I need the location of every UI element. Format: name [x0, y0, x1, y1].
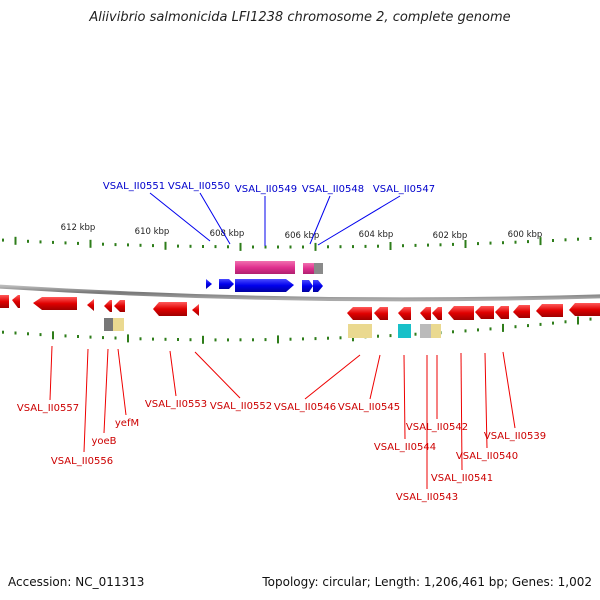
gene-arrow-reverse[interactable] [33, 297, 77, 310]
lower-tick-row [2, 316, 592, 344]
label-leader-line [117, 348, 127, 416]
misc-feature[interactable] [398, 324, 411, 338]
gene-label-forward[interactable]: VSAL_II0547 [373, 184, 435, 195]
label-leader-line [304, 354, 361, 400]
label-leader-line [460, 352, 463, 471]
gene-arrow-reverse[interactable] [87, 299, 94, 311]
gene-label-reverse[interactable]: yoeB [91, 436, 116, 447]
gene-arrow-reverse[interactable] [398, 307, 411, 320]
accession-text: Accession: NC_011313 [8, 575, 145, 589]
reverse-strand-genes [0, 295, 600, 320]
gene-label-reverse[interactable]: VSAL_II0543 [396, 492, 458, 503]
gene-label-reverse[interactable]: VSAL_II0541 [431, 473, 493, 484]
gene-arrow-reverse[interactable] [347, 307, 372, 320]
scale-label: 602 kbp [433, 231, 468, 241]
gene-label-forward[interactable]: VSAL_II0549 [235, 184, 297, 195]
gene-arrow-reverse[interactable] [153, 302, 187, 316]
gene-arrow-reverse[interactable] [12, 295, 20, 308]
scale-label: 604 kbp [359, 230, 394, 240]
gene-arrow-forward[interactable] [235, 279, 294, 292]
gene-label-reverse[interactable]: VSAL_II0542 [406, 422, 468, 433]
label-leader-line [169, 350, 177, 397]
label-leader-line [149, 192, 211, 242]
label-leader-line [403, 354, 406, 440]
gene-arrow-reverse[interactable] [569, 303, 600, 316]
rna-feature[interactable] [303, 263, 314, 274]
label-leader-line [199, 192, 231, 245]
scale-label: 600 kbp [508, 230, 543, 240]
gene-arrow-reverse[interactable] [536, 304, 563, 317]
misc-feature[interactable] [104, 318, 113, 331]
gene-arrow-reverse[interactable] [432, 307, 442, 320]
gene-label-forward[interactable]: VSAL_II0551 [103, 181, 165, 192]
gene-label-forward[interactable]: VSAL_II0550 [168, 181, 230, 192]
gene-arrow-reverse[interactable] [374, 307, 388, 320]
gene-arrow-forward[interactable] [313, 280, 323, 292]
label-leader-line [369, 354, 381, 400]
topology-summary: Topology: circular; Length: 1,206,461 bp… [262, 575, 592, 589]
label-leader-line [484, 352, 488, 449]
misc-feature[interactable] [348, 324, 372, 338]
gene-arrow-forward[interactable] [219, 279, 234, 289]
gene-label-reverse[interactable]: VSAL_II0539 [484, 431, 546, 442]
gene-arrow-reverse[interactable] [513, 305, 530, 318]
label-leader-line [502, 351, 516, 429]
gene-arrow-reverse[interactable] [192, 304, 199, 316]
forward-strand-features [235, 261, 323, 274]
gene-label-reverse[interactable]: VSAL_II0540 [456, 451, 518, 462]
scale-label: 612 kbp [61, 223, 96, 233]
label-leader-line [83, 348, 89, 453]
misc-feature[interactable] [420, 324, 431, 338]
gene-arrow-forward[interactable] [302, 280, 313, 292]
gene-labels: VSAL_II0551 VSAL_II0550 VSAL_II0549 VSAL_II… [17, 181, 546, 503]
label-leader-line [309, 195, 331, 245]
scale-label: 608 kbp [210, 229, 245, 239]
gene-arrow-reverse[interactable] [114, 300, 125, 312]
gene-arrow-reverse[interactable] [495, 306, 509, 319]
map-title: Aliivibrio salmonicida LFI1238 chromosom… [89, 10, 511, 25]
misc-feature[interactable] [314, 263, 323, 274]
gene-arrow-forward[interactable] [206, 279, 212, 289]
gene-arrow-reverse[interactable] [0, 295, 9, 308]
gene-label-forward[interactable]: VSAL_II0548 [302, 184, 364, 195]
gene-label-reverse[interactable]: VSAL_II0553 [145, 399, 207, 410]
gene-arrow-reverse[interactable] [475, 306, 494, 319]
gene-label-reverse[interactable]: VSAL_II0552 [210, 401, 272, 412]
gene-label-reverse[interactable]: yefM [115, 418, 139, 429]
scale-label: 610 kbp [135, 227, 170, 237]
scale-label: 606 kbp [285, 231, 320, 241]
gene-arrow-reverse[interactable] [104, 300, 112, 312]
label-leader-line [317, 195, 401, 246]
misc-feature[interactable] [113, 318, 124, 331]
forward-strand-genes [206, 279, 323, 292]
label-leader-line [194, 351, 241, 399]
gene-label-reverse[interactable]: VSAL_II0557 [17, 403, 79, 414]
gene-arrow-reverse[interactable] [420, 307, 431, 320]
gene-arrow-reverse[interactable] [448, 306, 474, 320]
gene-label-reverse[interactable]: VSAL_II0545 [338, 402, 400, 413]
misc-feature[interactable] [431, 324, 441, 338]
label-leader-line [49, 345, 53, 401]
gene-label-reverse[interactable]: VSAL_II0556 [51, 456, 113, 467]
label-leader-line [103, 348, 109, 434]
rna-feature[interactable] [235, 261, 295, 274]
scale-labels: 612 kbp 610 kbp 608 kbp 606 kbp 604 kbp 602 k… [61, 223, 543, 241]
chromosome-backbone [0, 284, 600, 302]
gene-label-reverse[interactable]: VSAL_II0544 [374, 442, 436, 453]
reverse-strand-features [104, 318, 441, 338]
gene-label-reverse[interactable]: VSAL_II0546 [274, 402, 336, 413]
